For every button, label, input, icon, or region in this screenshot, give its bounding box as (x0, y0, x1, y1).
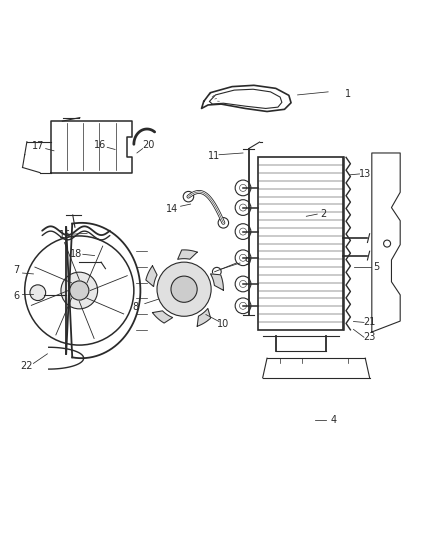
Circle shape (157, 262, 211, 316)
Bar (258, 157, 343, 330)
Text: 11: 11 (208, 151, 220, 161)
Text: 18: 18 (70, 249, 82, 259)
Text: 8: 8 (132, 302, 138, 312)
Text: 7: 7 (13, 265, 19, 275)
Text: 17: 17 (32, 141, 44, 151)
Polygon shape (152, 311, 173, 323)
Text: 21: 21 (364, 317, 376, 327)
Text: 14: 14 (166, 204, 178, 214)
Text: 13: 13 (359, 169, 371, 179)
Text: 9: 9 (244, 257, 251, 267)
Text: 1: 1 (345, 89, 351, 99)
Polygon shape (211, 274, 223, 290)
Text: 16: 16 (94, 140, 106, 150)
Text: 22: 22 (20, 361, 32, 371)
Text: 15: 15 (59, 230, 71, 240)
Text: 6: 6 (13, 291, 19, 301)
Text: 4: 4 (330, 415, 336, 425)
Polygon shape (197, 309, 211, 326)
Text: 2: 2 (321, 209, 327, 219)
Text: 5: 5 (373, 262, 379, 271)
Text: 23: 23 (364, 332, 376, 342)
Text: 20: 20 (142, 140, 155, 150)
Polygon shape (178, 250, 197, 260)
Text: 10: 10 (217, 319, 230, 329)
Circle shape (70, 281, 89, 300)
Circle shape (61, 272, 98, 309)
Circle shape (171, 276, 197, 302)
Polygon shape (146, 266, 157, 287)
Circle shape (30, 285, 46, 301)
